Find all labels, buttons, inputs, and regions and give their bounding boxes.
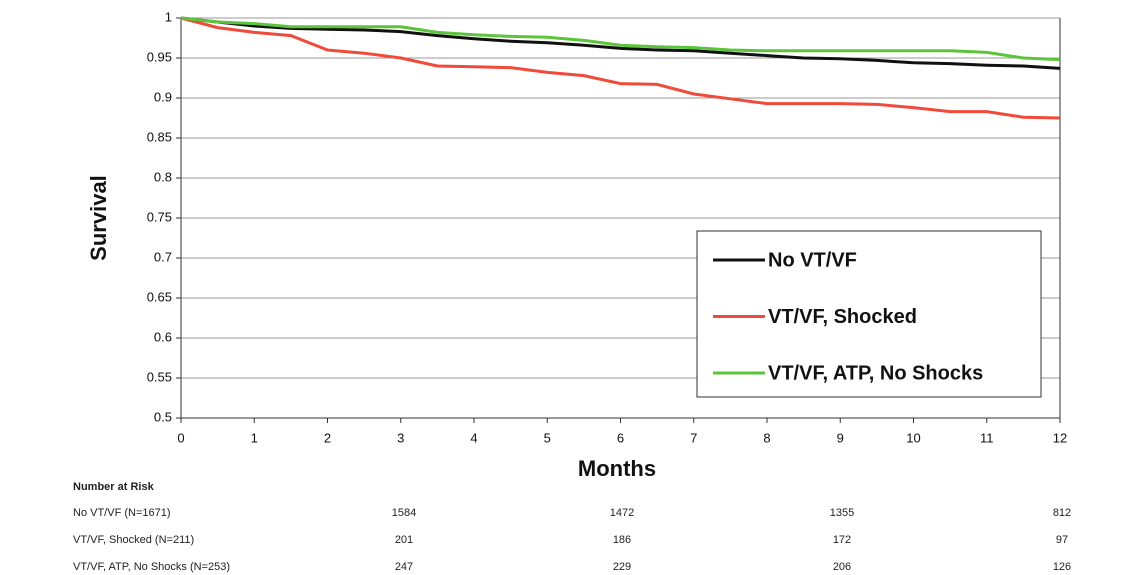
- risk-row-label: VT/VF, Shocked (N=211): [73, 534, 194, 546]
- y-tick-label: 0.9: [154, 89, 172, 104]
- x-tick-label: 1: [251, 430, 258, 445]
- legend-label: VT/VF, Shocked: [768, 306, 917, 328]
- y-tick-label: 0.75: [147, 209, 172, 224]
- y-tick-label: 0.5: [154, 409, 172, 424]
- x-axis-title: Months: [578, 456, 656, 481]
- risk-value: 186: [613, 534, 631, 546]
- x-tick-label: 10: [906, 430, 920, 445]
- x-tick-label: 6: [617, 430, 624, 445]
- risk-value: 206: [833, 561, 851, 573]
- y-tick-label: 1: [165, 9, 172, 24]
- y-tick-label: 0.55: [147, 369, 172, 384]
- x-tick-label: 7: [690, 430, 697, 445]
- y-tick-label: 0.85: [147, 129, 172, 144]
- y-axis-title: Survival: [86, 175, 111, 261]
- risk-row-label: VT/VF, ATP, No Shocks (N=253): [73, 561, 230, 573]
- risk-value: 1472: [610, 507, 634, 519]
- risk-value: 97: [1056, 534, 1068, 546]
- risk-value: 201: [395, 534, 413, 546]
- y-tick-label: 0.8: [154, 169, 172, 184]
- legend-label: No VT/VF: [768, 249, 857, 271]
- y-tick-label: 0.65: [147, 289, 172, 304]
- x-tick-label: 12: [1053, 430, 1067, 445]
- risk-value: 1584: [392, 507, 416, 519]
- survival-line: [180, 16, 1061, 62]
- risk-value: 229: [613, 561, 631, 573]
- legend-label: VT/VF, ATP, No Shocks: [768, 362, 983, 384]
- risk-value: 247: [395, 561, 413, 573]
- x-tick-label: 5: [544, 430, 551, 445]
- risk-value: 812: [1053, 507, 1071, 519]
- x-tick-label: 8: [763, 430, 770, 445]
- y-tick-label: 0.7: [154, 249, 172, 264]
- survival-line: [180, 16, 1061, 120]
- x-tick-label: 4: [470, 430, 477, 445]
- risk-value: 1355: [830, 507, 854, 519]
- x-tick-label: 0: [177, 430, 184, 445]
- x-tick-label: 3: [397, 430, 404, 445]
- x-tick-label: 2: [324, 430, 331, 445]
- y-tick-label: 0.95: [147, 49, 172, 64]
- x-tick-label: 11: [980, 430, 994, 445]
- y-tick-label: 0.6: [154, 329, 172, 344]
- x-tick-label: 9: [837, 430, 844, 445]
- survival-line: [180, 16, 1061, 70]
- risk-value: 126: [1053, 561, 1071, 573]
- risk-value: 172: [833, 534, 851, 546]
- risk-table-title: Number at Risk: [73, 481, 155, 493]
- risk-row-label: No VT/VF (N=1671): [73, 507, 171, 519]
